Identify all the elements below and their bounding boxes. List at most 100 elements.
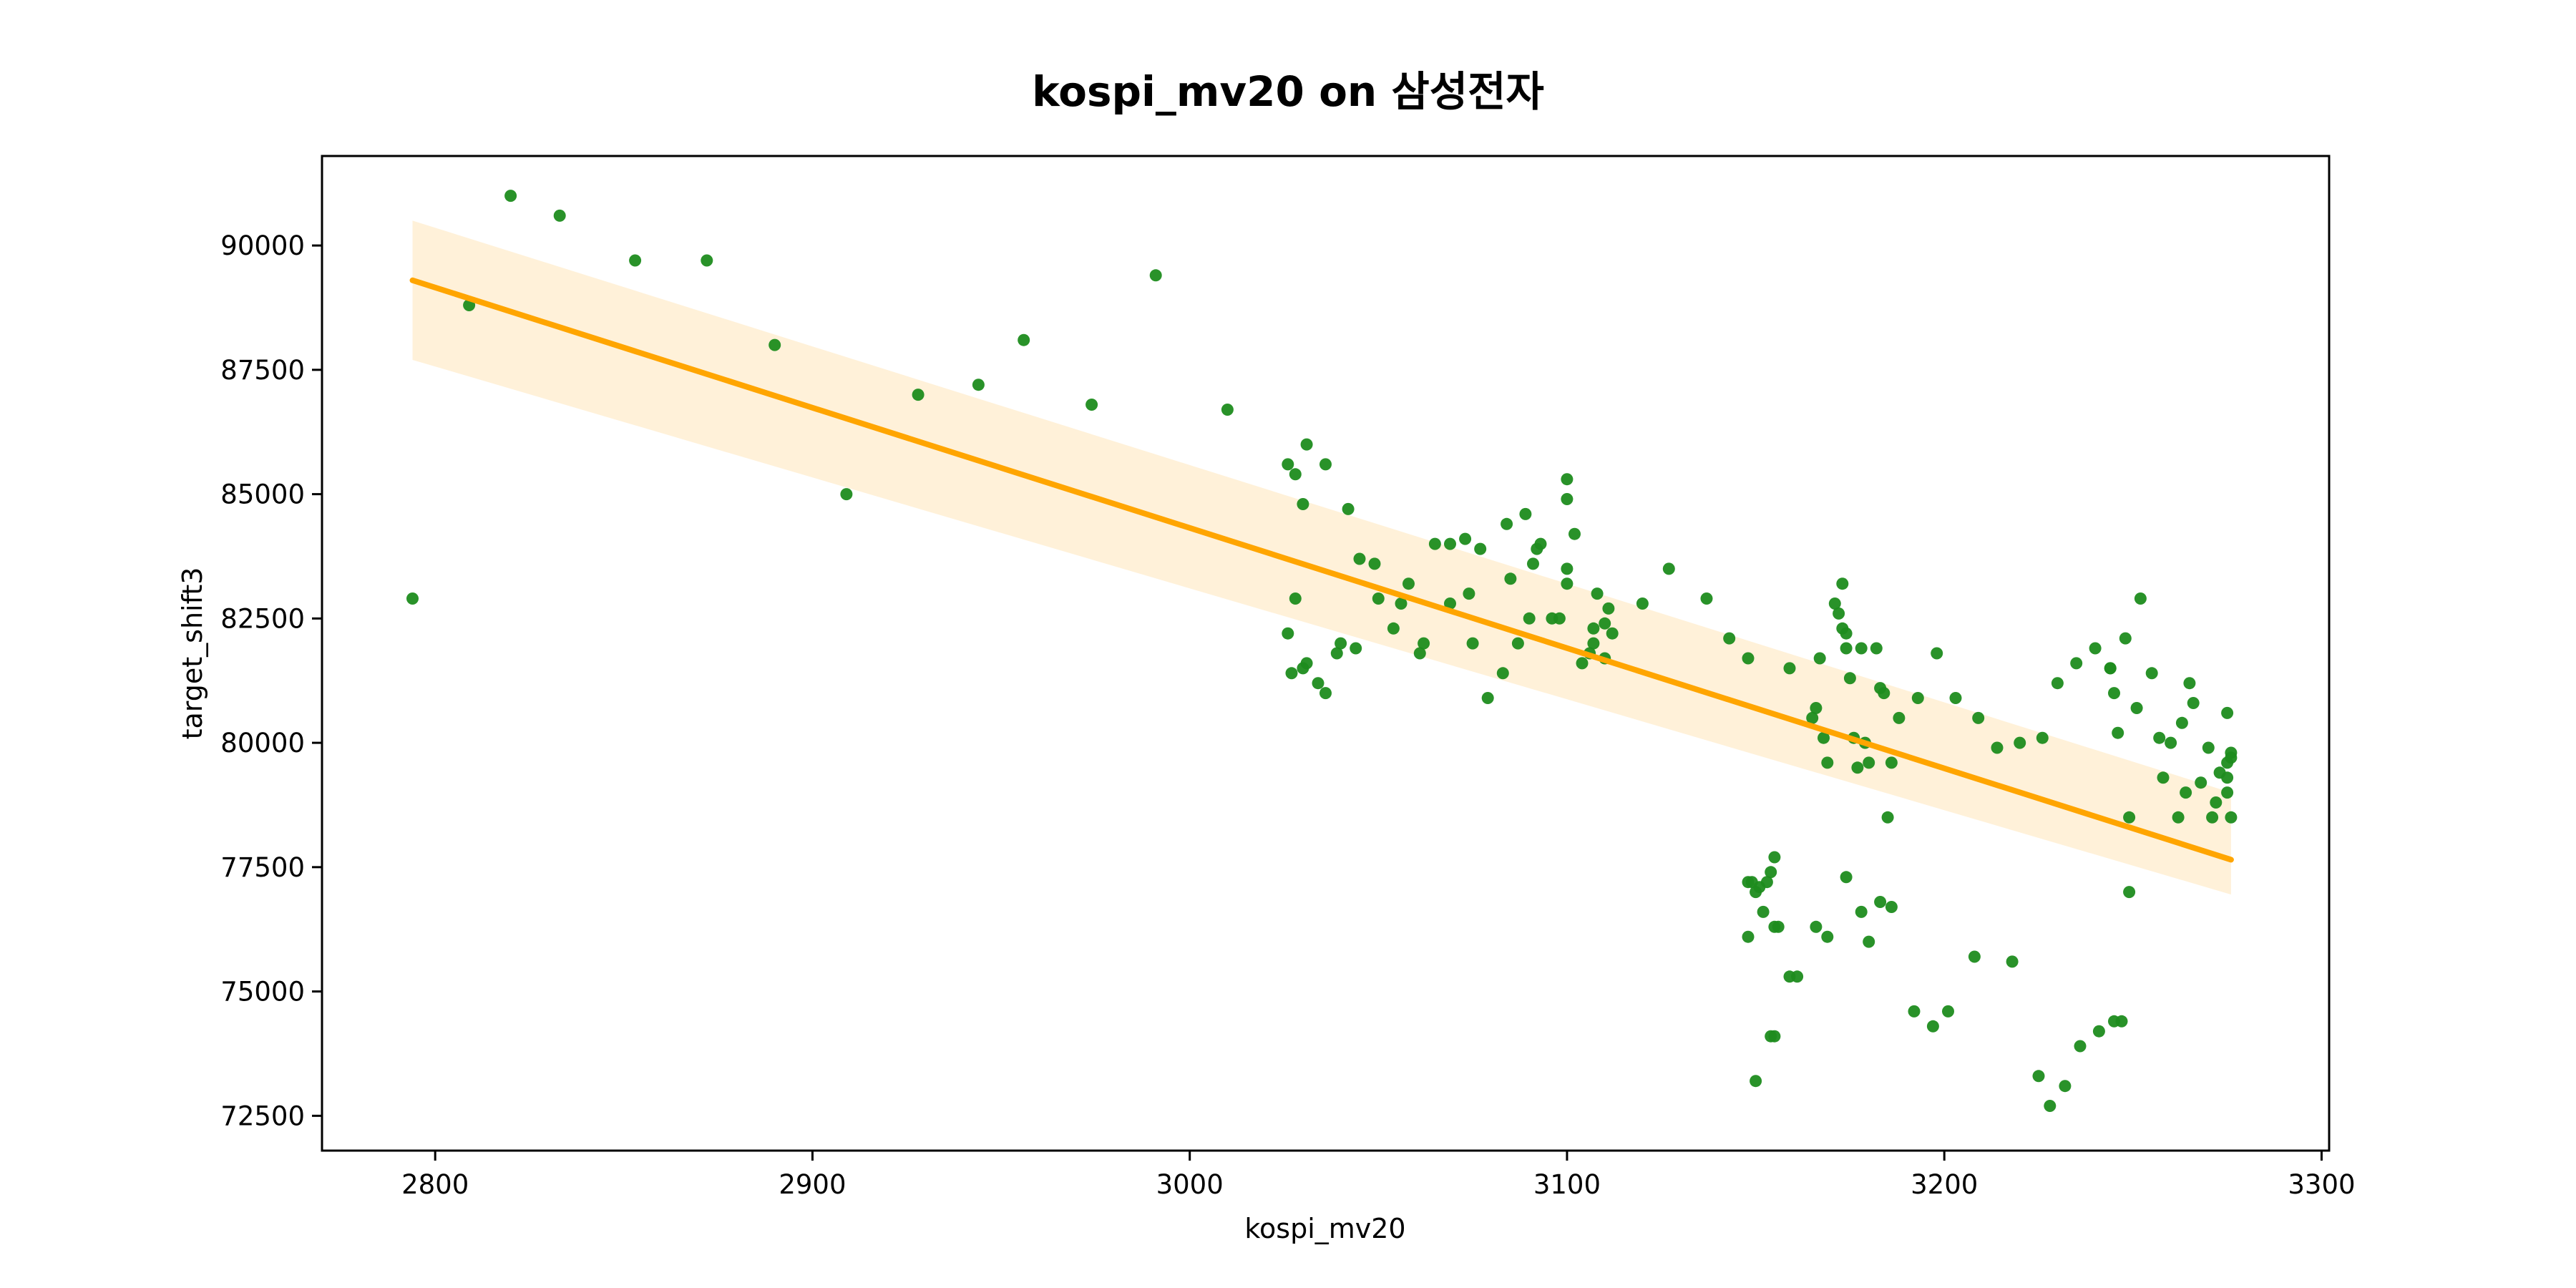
scatter-point [1428, 537, 1441, 550]
scatter-point [769, 338, 781, 351]
scatter-point [1459, 532, 1472, 545]
x-tick-label: 2800 [401, 1169, 469, 1200]
scatter-point [1282, 458, 1294, 471]
scatter-point [2195, 776, 2207, 789]
scatter-point [2221, 706, 2234, 719]
scatter-point [1289, 468, 1302, 481]
scatter-point [1881, 811, 1894, 824]
scatter-point [1806, 711, 1819, 724]
scatter-point [1863, 756, 1875, 769]
scatter-point [1840, 627, 1853, 640]
scatter-point [1840, 642, 1853, 655]
scatter-point [2123, 886, 2136, 899]
y-tick-label: 82500 [220, 603, 305, 634]
scatter-point [1821, 930, 1834, 943]
scatter-point [2089, 642, 2102, 655]
scatter-point [1742, 930, 1755, 943]
scatter-point [2153, 731, 2166, 744]
scatter-point [1300, 438, 1313, 451]
scatter-point [553, 209, 566, 222]
scatter-point [1372, 592, 1385, 605]
x-tick-label: 3300 [2288, 1169, 2355, 1200]
scatter-point [1282, 627, 1294, 640]
scatter-point [2180, 786, 2192, 799]
scatter-point [2145, 667, 2158, 680]
x-tick-label: 3100 [1533, 1169, 1601, 1200]
scatter-point [2092, 1025, 2105, 1038]
scatter-point [504, 190, 517, 203]
scatter-point [1911, 692, 1924, 704]
y-tick-label: 77500 [220, 852, 305, 883]
scatter-point [1342, 502, 1355, 515]
scatter-point [2134, 592, 2147, 605]
scatter-point [1636, 597, 1649, 610]
scatter-point [1319, 458, 1332, 471]
scatter-point [1791, 970, 1804, 983]
scatter-point [2130, 702, 2143, 714]
scatter-point [629, 254, 642, 267]
scatter-point [1768, 851, 1781, 864]
scatter-point [1855, 642, 1868, 655]
y-tick-label: 80000 [220, 728, 305, 758]
scatter-point [1221, 404, 1234, 416]
scatter-point [2051, 677, 2064, 690]
scatter-point [1813, 652, 1826, 665]
scatter-point [1874, 896, 1887, 908]
scatter-point [2165, 736, 2177, 749]
x-tick-label: 3200 [1911, 1169, 1978, 1200]
scatter-point [1972, 711, 1985, 724]
scatter-point [2044, 1100, 2057, 1112]
scatter-point [1599, 617, 1611, 630]
scatter-point [1463, 587, 1475, 600]
scatter-point [972, 379, 985, 391]
scatter-point [1335, 637, 1347, 650]
scatter-point [1700, 592, 1713, 605]
scatter-point [1018, 333, 1030, 346]
scatter-point [1750, 1075, 1762, 1088]
scatter-point [1319, 687, 1332, 700]
scatter-point [1810, 920, 1823, 933]
scatter-point [2157, 771, 2170, 784]
scatter-point [1765, 866, 1777, 879]
scatter-point [1285, 667, 1298, 680]
confidence-band [412, 220, 2231, 895]
scatter-point [1527, 557, 1539, 570]
scatter-point [1353, 552, 1366, 565]
chart-title: kospi_mv20 on 삼성전자 [1032, 67, 1544, 116]
scatter-point [1723, 632, 1736, 645]
scatter-point [1772, 920, 1785, 933]
scatter-point [1504, 572, 1517, 585]
scatter-point [1942, 1005, 1954, 1018]
scatter-point [1833, 607, 1845, 620]
scatter-point [2115, 1015, 2128, 1028]
scatter-point [1606, 627, 1619, 640]
scatter-point [2225, 751, 2238, 764]
scatter-point [2172, 811, 2185, 824]
scatter-point [1587, 622, 1600, 635]
scatter-point [1501, 517, 1513, 530]
scatter-point [1402, 577, 1415, 590]
scatter-point [2187, 697, 2200, 709]
scatter-point [1330, 647, 1343, 660]
scatter-point [1949, 692, 1962, 704]
x-axis-label: kospi_mv20 [1244, 1213, 1405, 1244]
y-tick-label: 75000 [220, 977, 305, 1008]
scatter-point [1828, 597, 1841, 610]
scatter-point [1395, 597, 1407, 610]
scatter-point [1591, 587, 1604, 600]
scatter-point [1768, 1030, 1781, 1043]
scatter-point [1444, 597, 1456, 610]
scatter-point [2074, 1040, 2087, 1053]
scatter-point [1149, 269, 1162, 282]
scatter-point [2108, 687, 2120, 700]
scatter-point [406, 592, 419, 605]
scatter-point [1863, 935, 1875, 948]
scatter-point [2183, 677, 2196, 690]
scatter-point [2175, 716, 2188, 729]
scatter-point [1742, 652, 1755, 665]
y-tick-label: 90000 [220, 230, 305, 261]
scatter-point [2123, 811, 2136, 824]
scatter-point [1870, 642, 1883, 655]
scatter-point [1818, 731, 1830, 744]
scatter-point [1300, 657, 1313, 670]
